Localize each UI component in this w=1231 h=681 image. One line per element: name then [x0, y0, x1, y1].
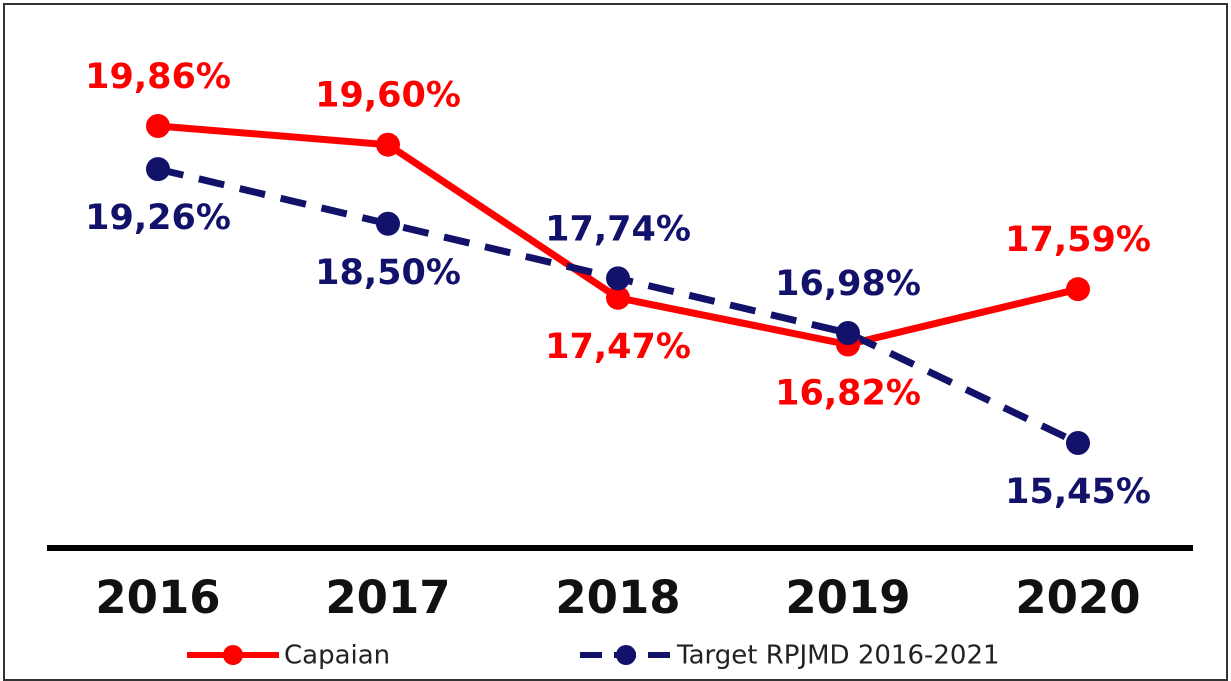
- legend-label: Capaian: [284, 641, 390, 671]
- value-label: 17,47%: [545, 327, 691, 367]
- x-tick-label: 2017: [325, 571, 450, 624]
- point: [146, 157, 170, 182]
- value-label: 15,45%: [1005, 472, 1151, 512]
- legend-marker: [616, 645, 636, 665]
- value-label: 16,98%: [775, 264, 921, 304]
- value-label: 19,26%: [85, 198, 231, 238]
- value-label: 17,59%: [1005, 220, 1151, 260]
- point: [146, 114, 170, 138]
- value-label: 17,74%: [545, 209, 691, 249]
- point: [606, 266, 630, 291]
- point: [1066, 277, 1090, 302]
- x-tick-label: 2018: [555, 571, 680, 624]
- frame: [3, 3, 1228, 681]
- value-label: 19,86%: [85, 57, 231, 97]
- x-tick-label: 2019: [785, 571, 910, 624]
- point: [606, 285, 630, 310]
- legend-label: Target RPJMD 2016-2021: [676, 641, 1000, 671]
- point: [376, 132, 400, 157]
- value-label: 16,82%: [775, 374, 921, 414]
- point: [376, 211, 400, 236]
- point: [1066, 431, 1090, 455]
- legend-marker: [223, 645, 243, 665]
- x-tick-label: 2020: [1015, 571, 1140, 624]
- x-tick-label: 2016: [95, 571, 220, 624]
- value-label: 19,60%: [315, 76, 461, 116]
- point: [836, 321, 860, 346]
- value-label: 18,50%: [315, 253, 461, 293]
